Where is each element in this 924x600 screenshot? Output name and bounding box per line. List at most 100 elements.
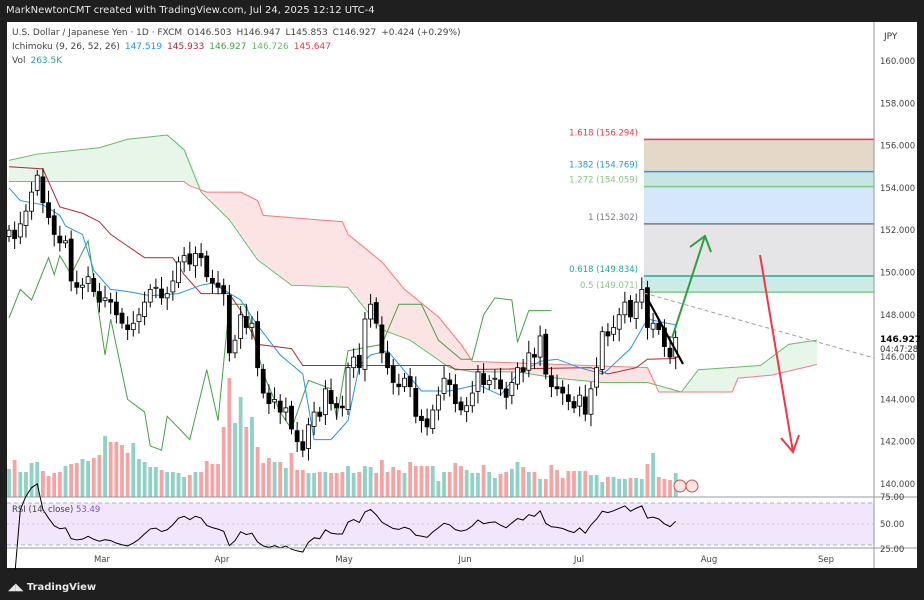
time-tick: May — [335, 555, 353, 565]
cloud-segment — [791, 343, 795, 371]
cloud-segment — [616, 366, 620, 383]
volume-bar — [255, 447, 260, 497]
candle-body — [554, 386, 560, 390]
earnings-icons[interactable] — [673, 479, 699, 493]
candle-body — [204, 255, 210, 278]
candle-body — [97, 291, 102, 303]
cloud-segment — [794, 343, 798, 370]
cloud-segment — [576, 365, 580, 381]
volume-bar — [69, 463, 74, 497]
volume-bar — [193, 472, 198, 497]
volume-label[interactable]: Vol — [12, 56, 26, 66]
cloud-segment — [158, 135, 162, 182]
cloud-segment — [604, 366, 609, 383]
candle-body — [616, 314, 622, 330]
cloud-segment — [257, 200, 261, 260]
cloud-segment — [438, 316, 442, 360]
candle-body — [424, 418, 430, 428]
time-axis[interactable]: Mar Apr May Jun Jul Aug Sep — [94, 555, 834, 565]
ohlc-low: L145.853 — [285, 28, 328, 38]
volume-bar — [430, 466, 435, 497]
fibonacci-extension[interactable]: 0.5 (149.071) 0.618 (149.834) 1 (152.302) 1… — [569, 128, 874, 293]
candle-body — [345, 367, 351, 410]
cloud-segment — [68, 150, 72, 182]
cloud-segment — [644, 367, 648, 383]
volume-bar — [396, 470, 401, 497]
us-flag-event-icon[interactable] — [673, 479, 687, 493]
cloud-segment — [692, 377, 696, 392]
symbol-name[interactable]: U.S. Dollar / Japanese Yen · 1D · FXCM — [12, 28, 183, 38]
volume-bar — [436, 481, 441, 497]
volume-bar — [80, 458, 85, 497]
cloud-segment — [138, 138, 143, 182]
cloud-segment — [780, 350, 784, 374]
cloud-segment — [322, 220, 326, 287]
candle-body — [368, 303, 374, 320]
ichimoku-label[interactable]: Ichimoku (9, 26, 52, 26) — [12, 42, 120, 52]
cloud-segment — [127, 139, 131, 182]
cloud-segment — [56, 152, 61, 182]
volume-bar — [250, 417, 254, 497]
fib-band — [644, 139, 874, 172]
volume-bar — [283, 467, 288, 497]
cloud-segment — [715, 368, 719, 392]
cloud-segment — [723, 368, 727, 392]
cloud-segment — [511, 362, 515, 372]
ichimoku-legend[interactable]: Ichimoku (9, 26, 52, 26) 147.519 145.933 14… — [12, 42, 336, 52]
candle-body — [311, 411, 317, 427]
volume-bar — [487, 472, 492, 497]
volume-bar — [114, 442, 119, 497]
cloud-segment — [672, 389, 676, 392]
currency-label[interactable]: JPY — [883, 32, 898, 42]
candle-body — [91, 278, 97, 292]
volume-bar — [611, 477, 616, 497]
candle-body — [153, 286, 159, 289]
volume-bar — [493, 477, 497, 497]
symbol-legend[interactable]: U.S. Dollar / Japanese Yen · 1D · FXCM O1… — [12, 28, 466, 38]
red-arrow[interactable] — [759, 254, 794, 453]
candle-body — [289, 405, 294, 430]
volume-bar — [589, 475, 593, 497]
cloud-segment — [658, 385, 662, 392]
candle-body — [328, 390, 334, 405]
black-trendline[interactable] — [645, 295, 684, 365]
volume-bar — [560, 477, 565, 497]
volume-bar — [244, 427, 249, 497]
cloud-segment — [215, 192, 219, 206]
candle-body — [29, 191, 35, 212]
cloud-segment — [754, 365, 758, 377]
cloud-segment — [808, 341, 812, 367]
cloud-segment — [25, 156, 30, 182]
us-flag-event-icon[interactable] — [685, 479, 699, 493]
dashed-trendline[interactable] — [643, 292, 875, 359]
cloud-segment — [359, 243, 363, 302]
drawings[interactable] — [643, 234, 875, 454]
volume-legend[interactable]: Vol 263.5K — [12, 56, 67, 66]
candle-body — [458, 401, 464, 411]
cloud-segment — [311, 219, 315, 286]
candle-body — [390, 365, 396, 383]
green-arrow[interactable] — [671, 235, 706, 339]
candle-body — [650, 322, 656, 330]
cloud-segment — [813, 340, 818, 366]
cloud-segment — [469, 357, 473, 372]
cloud-segment — [407, 291, 411, 340]
cloud-segment — [65, 151, 69, 182]
cloud-segment — [489, 361, 493, 372]
candle-body — [419, 415, 424, 421]
candle-body — [588, 388, 594, 415]
candle-body — [599, 331, 605, 370]
tradingview-logo[interactable]: ◢◣ TradingView — [8, 582, 97, 593]
cloud-segment — [457, 340, 462, 370]
candle-body — [645, 287, 650, 328]
volume-bar — [120, 445, 124, 497]
price-axis[interactable]: 140.000 142.000 144.000 146.000 148.000 150.0… — [880, 57, 915, 490]
cloud-segment — [356, 241, 360, 298]
volume-bar — [600, 482, 605, 497]
cloud-segment — [768, 359, 773, 376]
cloud-segment — [8, 160, 13, 182]
candle-body — [560, 386, 566, 394]
candle-body — [532, 354, 537, 358]
volume-bar — [261, 462, 266, 497]
